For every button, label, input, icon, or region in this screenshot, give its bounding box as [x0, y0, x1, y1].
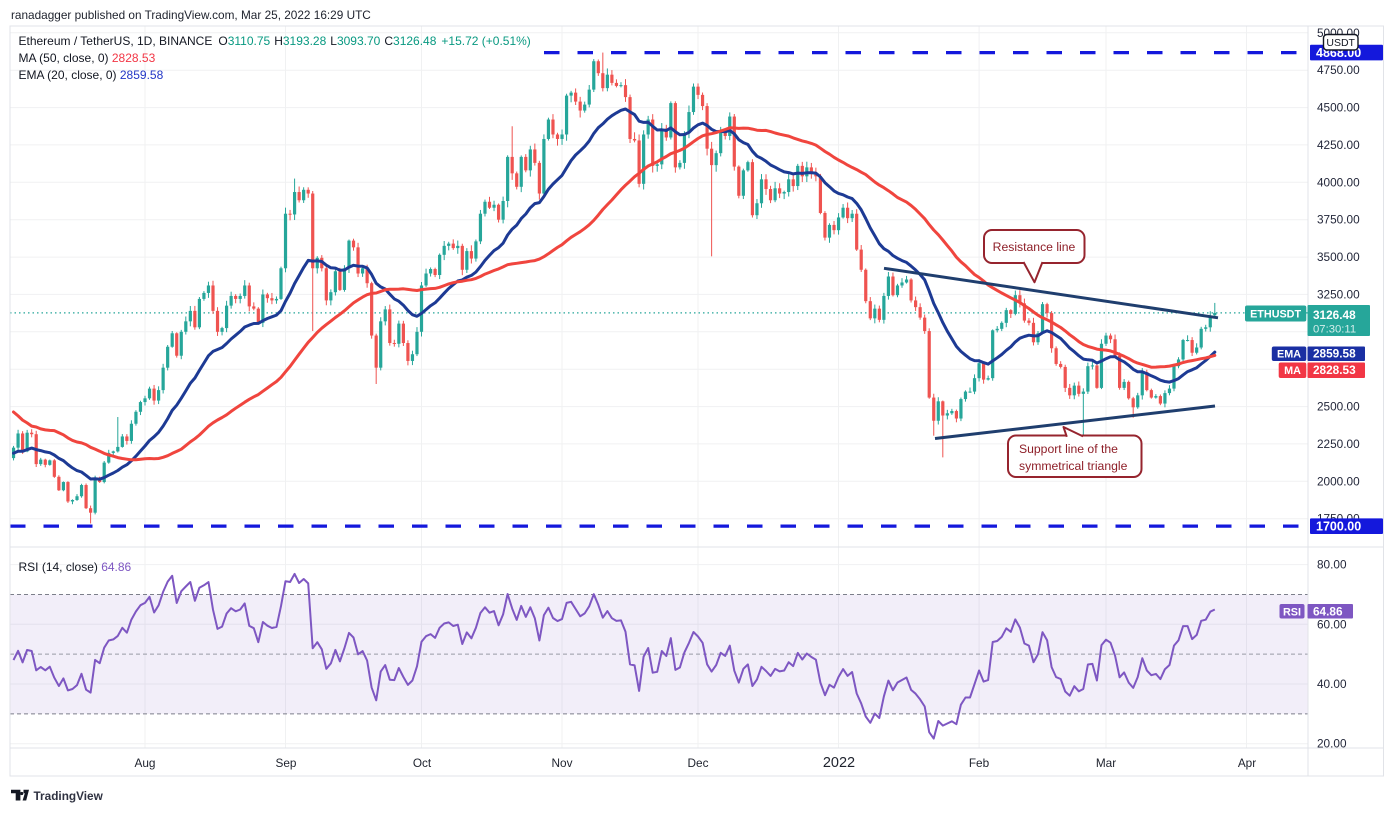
svg-text:EMA: EMA	[1277, 349, 1301, 361]
svg-text:Aug: Aug	[135, 756, 156, 770]
svg-text:4750.00: 4750.00	[1317, 63, 1360, 77]
svg-text:RSI (14, close) 64.86: RSI (14, close) 64.86	[19, 560, 132, 574]
svg-text:USDT: USDT	[1326, 37, 1355, 49]
svg-text:MA: MA	[1284, 365, 1301, 377]
svg-text:Oct: Oct	[413, 756, 432, 770]
svg-text:Resistance line: Resistance line	[993, 240, 1076, 254]
svg-text:Nov: Nov	[552, 756, 573, 770]
svg-text:3750.00: 3750.00	[1317, 213, 1360, 227]
svg-text:EMA (20, close, 0) 2859.58: EMA (20, close, 0) 2859.58	[19, 68, 164, 82]
svg-text:2250.00: 2250.00	[1317, 437, 1360, 451]
svg-text:4250.00: 4250.00	[1317, 138, 1360, 152]
svg-text:Feb: Feb	[969, 756, 990, 770]
svg-text:40.00: 40.00	[1317, 677, 1347, 691]
svg-text:80.00: 80.00	[1317, 558, 1347, 572]
svg-text:3500.00: 3500.00	[1317, 250, 1360, 264]
svg-text:2000.00: 2000.00	[1317, 474, 1360, 488]
svg-text:3126.48: 3126.48	[1313, 308, 1356, 322]
svg-text:Mar: Mar	[1096, 756, 1116, 770]
svg-text:20.00: 20.00	[1317, 737, 1347, 751]
svg-text:3250.00: 3250.00	[1317, 287, 1360, 301]
svg-text:07:30:11: 07:30:11	[1313, 324, 1356, 336]
svg-text:Ethereum / TetherUS, 1D, BINAN: Ethereum / TetherUS, 1D, BINANCE O3110.75…	[19, 34, 531, 48]
svg-text:4500.00: 4500.00	[1317, 101, 1360, 115]
svg-text:RSI: RSI	[1283, 606, 1301, 618]
svg-text:Apr: Apr	[1238, 756, 1256, 770]
svg-text:1700.00: 1700.00	[1316, 519, 1361, 533]
svg-text:Support line of the: Support line of the	[1019, 442, 1118, 456]
svg-text:64.86: 64.86	[1313, 604, 1343, 618]
svg-text:ETHUSDT: ETHUSDT	[1250, 308, 1301, 320]
svg-text:2859.58: 2859.58	[1313, 347, 1356, 361]
svg-text:MA (50, close, 0) 2828.53: MA (50, close, 0) 2828.53	[19, 51, 156, 65]
svg-text:2828.53: 2828.53	[1313, 363, 1356, 377]
svg-text:2022: 2022	[823, 755, 855, 771]
svg-text:2500.00: 2500.00	[1317, 400, 1360, 414]
svg-text:symmetrical triangle: symmetrical triangle	[1019, 459, 1128, 473]
svg-text:4000.00: 4000.00	[1317, 175, 1360, 189]
svg-text:Sep: Sep	[276, 756, 297, 770]
svg-text:Dec: Dec	[688, 756, 709, 770]
svg-text:60.00: 60.00	[1317, 617, 1347, 631]
